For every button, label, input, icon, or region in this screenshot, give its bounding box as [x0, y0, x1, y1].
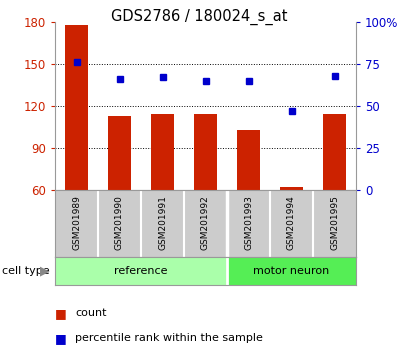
Text: GSM201994: GSM201994 — [287, 195, 296, 250]
Text: ■: ■ — [55, 332, 67, 344]
Bar — [55, 257, 227, 285]
Text: ▶: ▶ — [40, 264, 50, 277]
Bar — [151, 114, 174, 190]
Bar — [64, 25, 88, 190]
Text: GSM201991: GSM201991 — [158, 195, 167, 250]
Text: GSM201995: GSM201995 — [330, 195, 339, 250]
Text: cell type: cell type — [2, 266, 50, 276]
Bar — [323, 114, 346, 190]
Text: GSM201990: GSM201990 — [115, 195, 124, 250]
Text: reference: reference — [114, 266, 168, 276]
Text: count: count — [75, 308, 106, 318]
Bar — [194, 114, 217, 190]
Text: motor neuron: motor neuron — [254, 266, 330, 276]
Text: ■: ■ — [55, 307, 67, 320]
Text: GSM201992: GSM201992 — [201, 195, 210, 250]
Bar — [280, 187, 303, 190]
Text: GSM201993: GSM201993 — [244, 195, 253, 250]
Bar — [227, 257, 356, 285]
Bar — [108, 116, 131, 190]
Text: percentile rank within the sample: percentile rank within the sample — [75, 333, 263, 343]
Text: GDS2786 / 180024_s_at: GDS2786 / 180024_s_at — [111, 9, 287, 25]
Text: GSM201989: GSM201989 — [72, 195, 81, 250]
Bar — [237, 130, 260, 190]
